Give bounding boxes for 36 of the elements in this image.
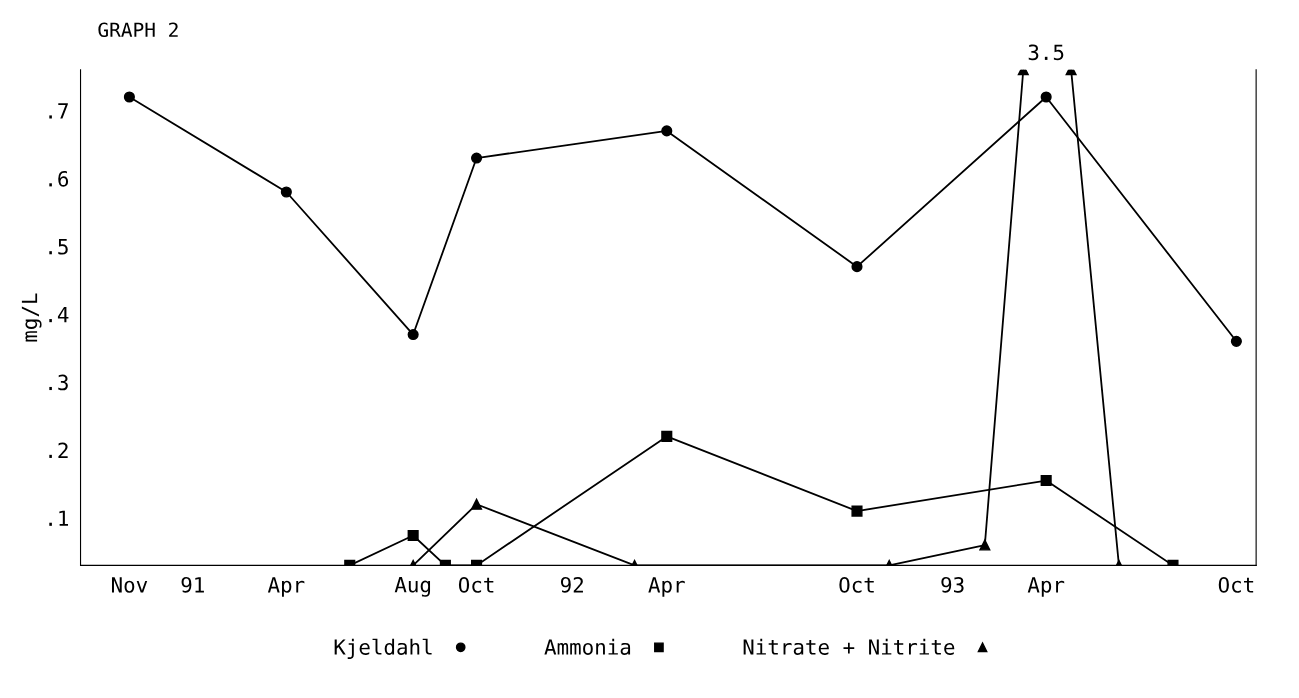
- x-tick-label: Oct: [839, 576, 874, 593]
- point: [407, 329, 419, 341]
- point: [661, 430, 673, 442]
- chart-title: GRAPH 2: [98, 22, 178, 38]
- point: [851, 505, 863, 517]
- legend-label: Ammonia: [544, 638, 631, 655]
- legend-label: Nitrate + Nitrite: [743, 638, 955, 655]
- legend-label: Kjeldahl: [334, 638, 432, 659]
- y-tick-label: .6: [49, 170, 69, 187]
- y-tick-label: .5: [49, 239, 68, 255]
- y-tick-label: .2: [49, 442, 68, 458]
- y-tick-label: .1: [49, 510, 69, 526]
- point: [1040, 474, 1052, 487]
- text: 3.5: [1028, 44, 1064, 61]
- point: [471, 152, 483, 164]
- x-tick-label: Aug: [394, 577, 431, 597]
- x-tick-label: Nov: [111, 577, 148, 593]
- x-tick-label: Apr: [1027, 577, 1065, 597]
- x-tick-label: 93: [941, 576, 964, 593]
- y-tick-label: .3: [49, 374, 68, 391]
- point: [1040, 91, 1052, 103]
- point: [851, 261, 863, 273]
- x-tick-label: Apr: [648, 577, 685, 597]
- x-tick-label: Oct: [1218, 576, 1254, 593]
- y-tick-label: .4: [49, 306, 69, 323]
- x-tick-label: Apr: [267, 577, 305, 597]
- point: [661, 125, 673, 137]
- x-tick-label: 92: [560, 576, 583, 593]
- point: [123, 91, 135, 103]
- point: [280, 186, 292, 198]
- y-axis-title: mg/L: [21, 293, 42, 342]
- x-tick-label: Oct: [458, 576, 494, 593]
- point: [471, 498, 483, 510]
- x-tick-label: 91: [181, 576, 204, 593]
- point: [1230, 335, 1242, 347]
- y-tick-label: .7: [49, 103, 68, 119]
